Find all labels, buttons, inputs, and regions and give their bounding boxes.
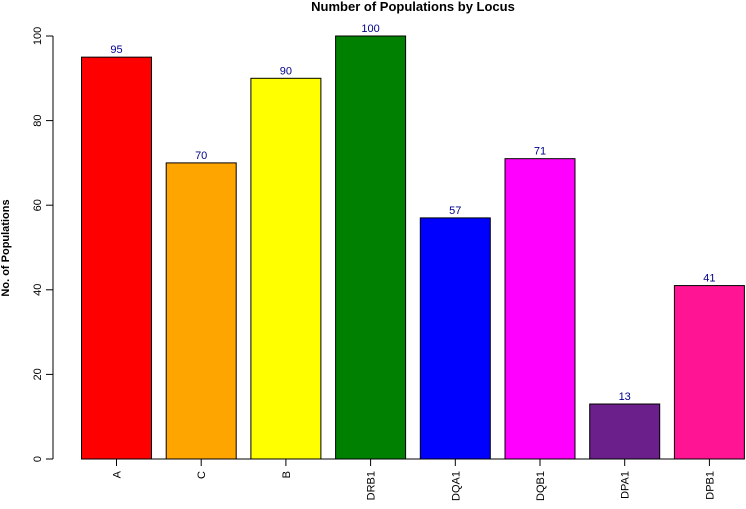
bar-dpa1 bbox=[589, 403, 661, 460]
y-tick-label: 100 bbox=[32, 27, 44, 45]
x-tick-label-dqa1: DQA1 bbox=[450, 471, 462, 501]
bars-group: 95 70 90 100 57 71 13 41 bbox=[81, 23, 745, 460]
bar-b bbox=[250, 77, 322, 460]
y-axis-ticks: 0 20 40 60 80 100 bbox=[32, 27, 53, 462]
bar-c bbox=[165, 162, 237, 460]
x-tick-label-a: A bbox=[112, 470, 124, 478]
data-label-a: 95 bbox=[110, 44, 122, 56]
bar-dqb1 bbox=[504, 158, 576, 460]
y-axis-label: No. of Populations bbox=[0, 199, 12, 296]
y-tick-label: 80 bbox=[32, 114, 44, 126]
y-tick-label: 40 bbox=[32, 284, 44, 296]
x-tick-label-dpb1: DPB1 bbox=[704, 471, 716, 500]
y-tick-label: 20 bbox=[32, 368, 44, 380]
data-label-dqb1: 71 bbox=[534, 146, 546, 158]
data-label-dpa1: 13 bbox=[619, 391, 631, 403]
y-tick-label: 0 bbox=[32, 456, 44, 462]
bar-dpb1 bbox=[673, 285, 745, 460]
data-label-drb1: 100 bbox=[361, 23, 379, 35]
x-tick-label-drb1: DRB1 bbox=[366, 471, 378, 500]
data-label-dqa1: 57 bbox=[449, 205, 461, 217]
data-label-c: 70 bbox=[195, 150, 207, 162]
x-tick-label-dqb1: DQB1 bbox=[535, 471, 547, 501]
data-label-dpb1: 41 bbox=[703, 273, 715, 285]
bar-drb1 bbox=[335, 35, 407, 460]
bar-a bbox=[81, 56, 152, 460]
x-tick-label-c: C bbox=[196, 471, 208, 479]
x-axis-ticks: A C B DRB1 DQA1 DQB1 DPA1 DPB1 bbox=[112, 459, 716, 501]
chart-title: Number of Populations by Locus bbox=[311, 0, 515, 14]
x-tick-label-dpa1: DPA1 bbox=[620, 471, 632, 499]
x-tick-label-b: B bbox=[281, 471, 293, 478]
y-tick-label: 60 bbox=[32, 199, 44, 211]
data-label-b: 90 bbox=[280, 65, 292, 77]
bar-dqa1 bbox=[419, 217, 491, 460]
